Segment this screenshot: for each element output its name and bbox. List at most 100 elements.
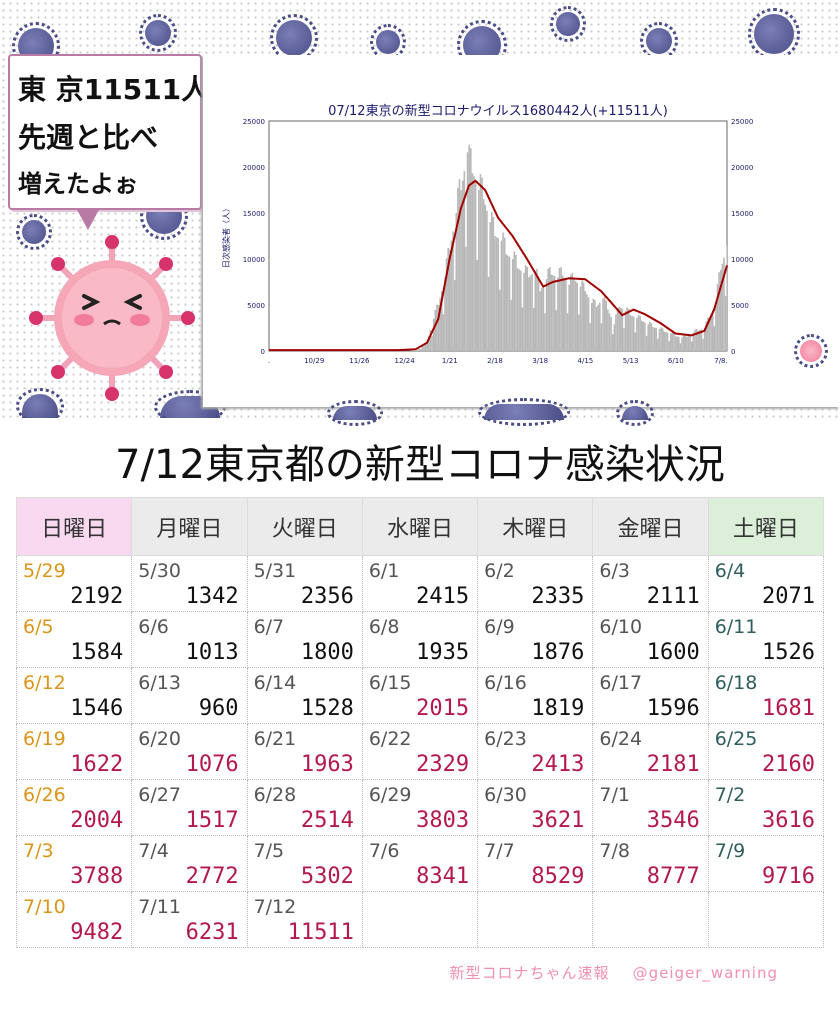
y-tick-label-left: 15000 — [243, 210, 265, 218]
y-axis-label: 日次感染者（人） — [221, 204, 231, 268]
day-case-count: 2160 — [762, 752, 815, 777]
x-tick-label: 11/26 — [349, 357, 370, 365]
case-bar — [411, 350, 414, 351]
day-case-count: 1584 — [70, 640, 124, 665]
calendar-day-cell — [707, 891, 825, 948]
case-bar — [529, 275, 532, 351]
case-bar — [566, 313, 569, 351]
day-date: 6/5 — [23, 616, 54, 638]
case-bar — [719, 270, 722, 351]
case-bar — [469, 148, 472, 351]
day-case-count: 3546 — [646, 808, 700, 833]
calendar-day-cell: 5/29 2192 — [15, 555, 133, 612]
case-bar — [471, 173, 474, 351]
case-bar — [634, 332, 637, 351]
y-tick-label-left: 5000 — [247, 302, 265, 310]
day-case-count: 3621 — [531, 808, 585, 833]
case-bar — [544, 313, 546, 351]
weekday-header: 月曜日 — [131, 497, 248, 556]
case-bar — [615, 314, 617, 351]
case-bar — [637, 314, 640, 351]
day-case-count: 2192 — [70, 584, 124, 609]
case-bar — [445, 258, 448, 351]
calendar-day-cell: 6/9 1876 — [477, 611, 594, 668]
case-bar — [669, 333, 672, 351]
calendar-day-cell: 6/1 2415 — [361, 555, 479, 612]
case-bar — [684, 335, 687, 351]
case-bar — [534, 270, 537, 351]
calendar-day-cell: 7/8 8777 — [592, 835, 709, 892]
case-bar — [668, 341, 670, 351]
case-bar — [492, 217, 495, 351]
day-date: 5/29 — [23, 560, 66, 582]
day-date: 7/8 — [599, 840, 630, 862]
case-bar — [500, 240, 503, 351]
case-bar — [444, 277, 446, 351]
day-case-count: 1013 — [185, 640, 239, 665]
case-bar — [452, 231, 454, 351]
day-date: 6/4 — [714, 560, 746, 582]
day-date: 7/2 — [714, 784, 746, 806]
calendar-day-cell: 6/5 1584 — [15, 611, 133, 668]
day-case-count: 1517 — [185, 808, 239, 833]
footer-credit: 新型コロナちゃん速報 @geiger_warning — [450, 962, 779, 983]
day-case-count: 1526 — [762, 640, 815, 665]
case-bar — [579, 286, 582, 351]
virus-decoration-icon — [640, 22, 678, 60]
calendar-day-cell: 6/23 2413 — [477, 723, 594, 780]
case-bar — [542, 285, 545, 351]
case-bar — [686, 336, 688, 351]
virus-decoration-icon — [794, 334, 828, 368]
case-bar — [473, 176, 475, 351]
weekday-header-row: 日曜日 月曜日 火曜日 水曜日 木曜日 金曜日 土曜日 — [15, 497, 825, 556]
case-bar — [658, 328, 661, 351]
case-bar — [476, 259, 479, 351]
case-bar — [700, 329, 703, 351]
y-tick-label-left: 10000 — [243, 256, 265, 264]
calendar-day-cell: 6/24 2181 — [592, 723, 709, 780]
case-bar — [718, 272, 720, 351]
x-tick-label: 7/8. — [714, 357, 728, 365]
day-case-count: 9482 — [70, 920, 124, 945]
weekday-header: 火曜日 — [246, 497, 363, 556]
case-bar — [694, 329, 696, 351]
case-bar — [608, 313, 611, 351]
y-tick-label-right: 20000 — [731, 164, 753, 172]
day-case-count: 2514 — [300, 808, 354, 833]
day-date: 6/24 — [599, 728, 643, 750]
day-date: 6/2 — [484, 560, 515, 582]
case-bar — [616, 308, 619, 351]
x-tick-label: 2/18 — [487, 357, 503, 365]
day-case-count: 3788 — [70, 864, 124, 889]
day-date: 6/17 — [599, 672, 643, 694]
case-bar — [478, 190, 480, 351]
case-bar — [689, 334, 691, 351]
case-bar — [639, 315, 641, 351]
speech-bubble: 東 京11511人 先週と比べ 増えたよぉ — [8, 54, 209, 230]
day-date: 7/11 — [138, 896, 181, 918]
day-date: 6/6 — [138, 616, 169, 638]
case-bar — [590, 303, 593, 351]
calendar-day-cell: 7/10 9482 — [15, 891, 133, 948]
x-tick-label: 5/13 — [623, 357, 639, 365]
day-case-count: 2015 — [416, 696, 470, 721]
case-bar — [466, 152, 469, 351]
day-case-count: 1528 — [300, 696, 354, 721]
case-bar — [640, 320, 643, 351]
case-bar — [484, 204, 487, 351]
calendar-day-cell: 6/15 2015 — [361, 667, 479, 724]
x-tick-label: 1/21 — [442, 357, 458, 365]
case-bar — [681, 337, 683, 351]
x-tick-label: 4/15 — [578, 357, 594, 365]
calendar-day-cell: 7/1 3546 — [592, 779, 709, 836]
calendar-day-cell: 6/4 2071 — [707, 555, 825, 612]
day-case-count: 960 — [198, 696, 239, 721]
case-bar — [595, 306, 598, 351]
case-bar — [671, 332, 674, 351]
speech-line-1: 東 京11511人 — [18, 73, 210, 106]
day-case-count: 1681 — [762, 696, 815, 721]
case-bar — [511, 259, 514, 351]
case-bar — [628, 309, 630, 351]
case-bar — [598, 302, 601, 351]
day-case-count: 2335 — [531, 584, 585, 609]
